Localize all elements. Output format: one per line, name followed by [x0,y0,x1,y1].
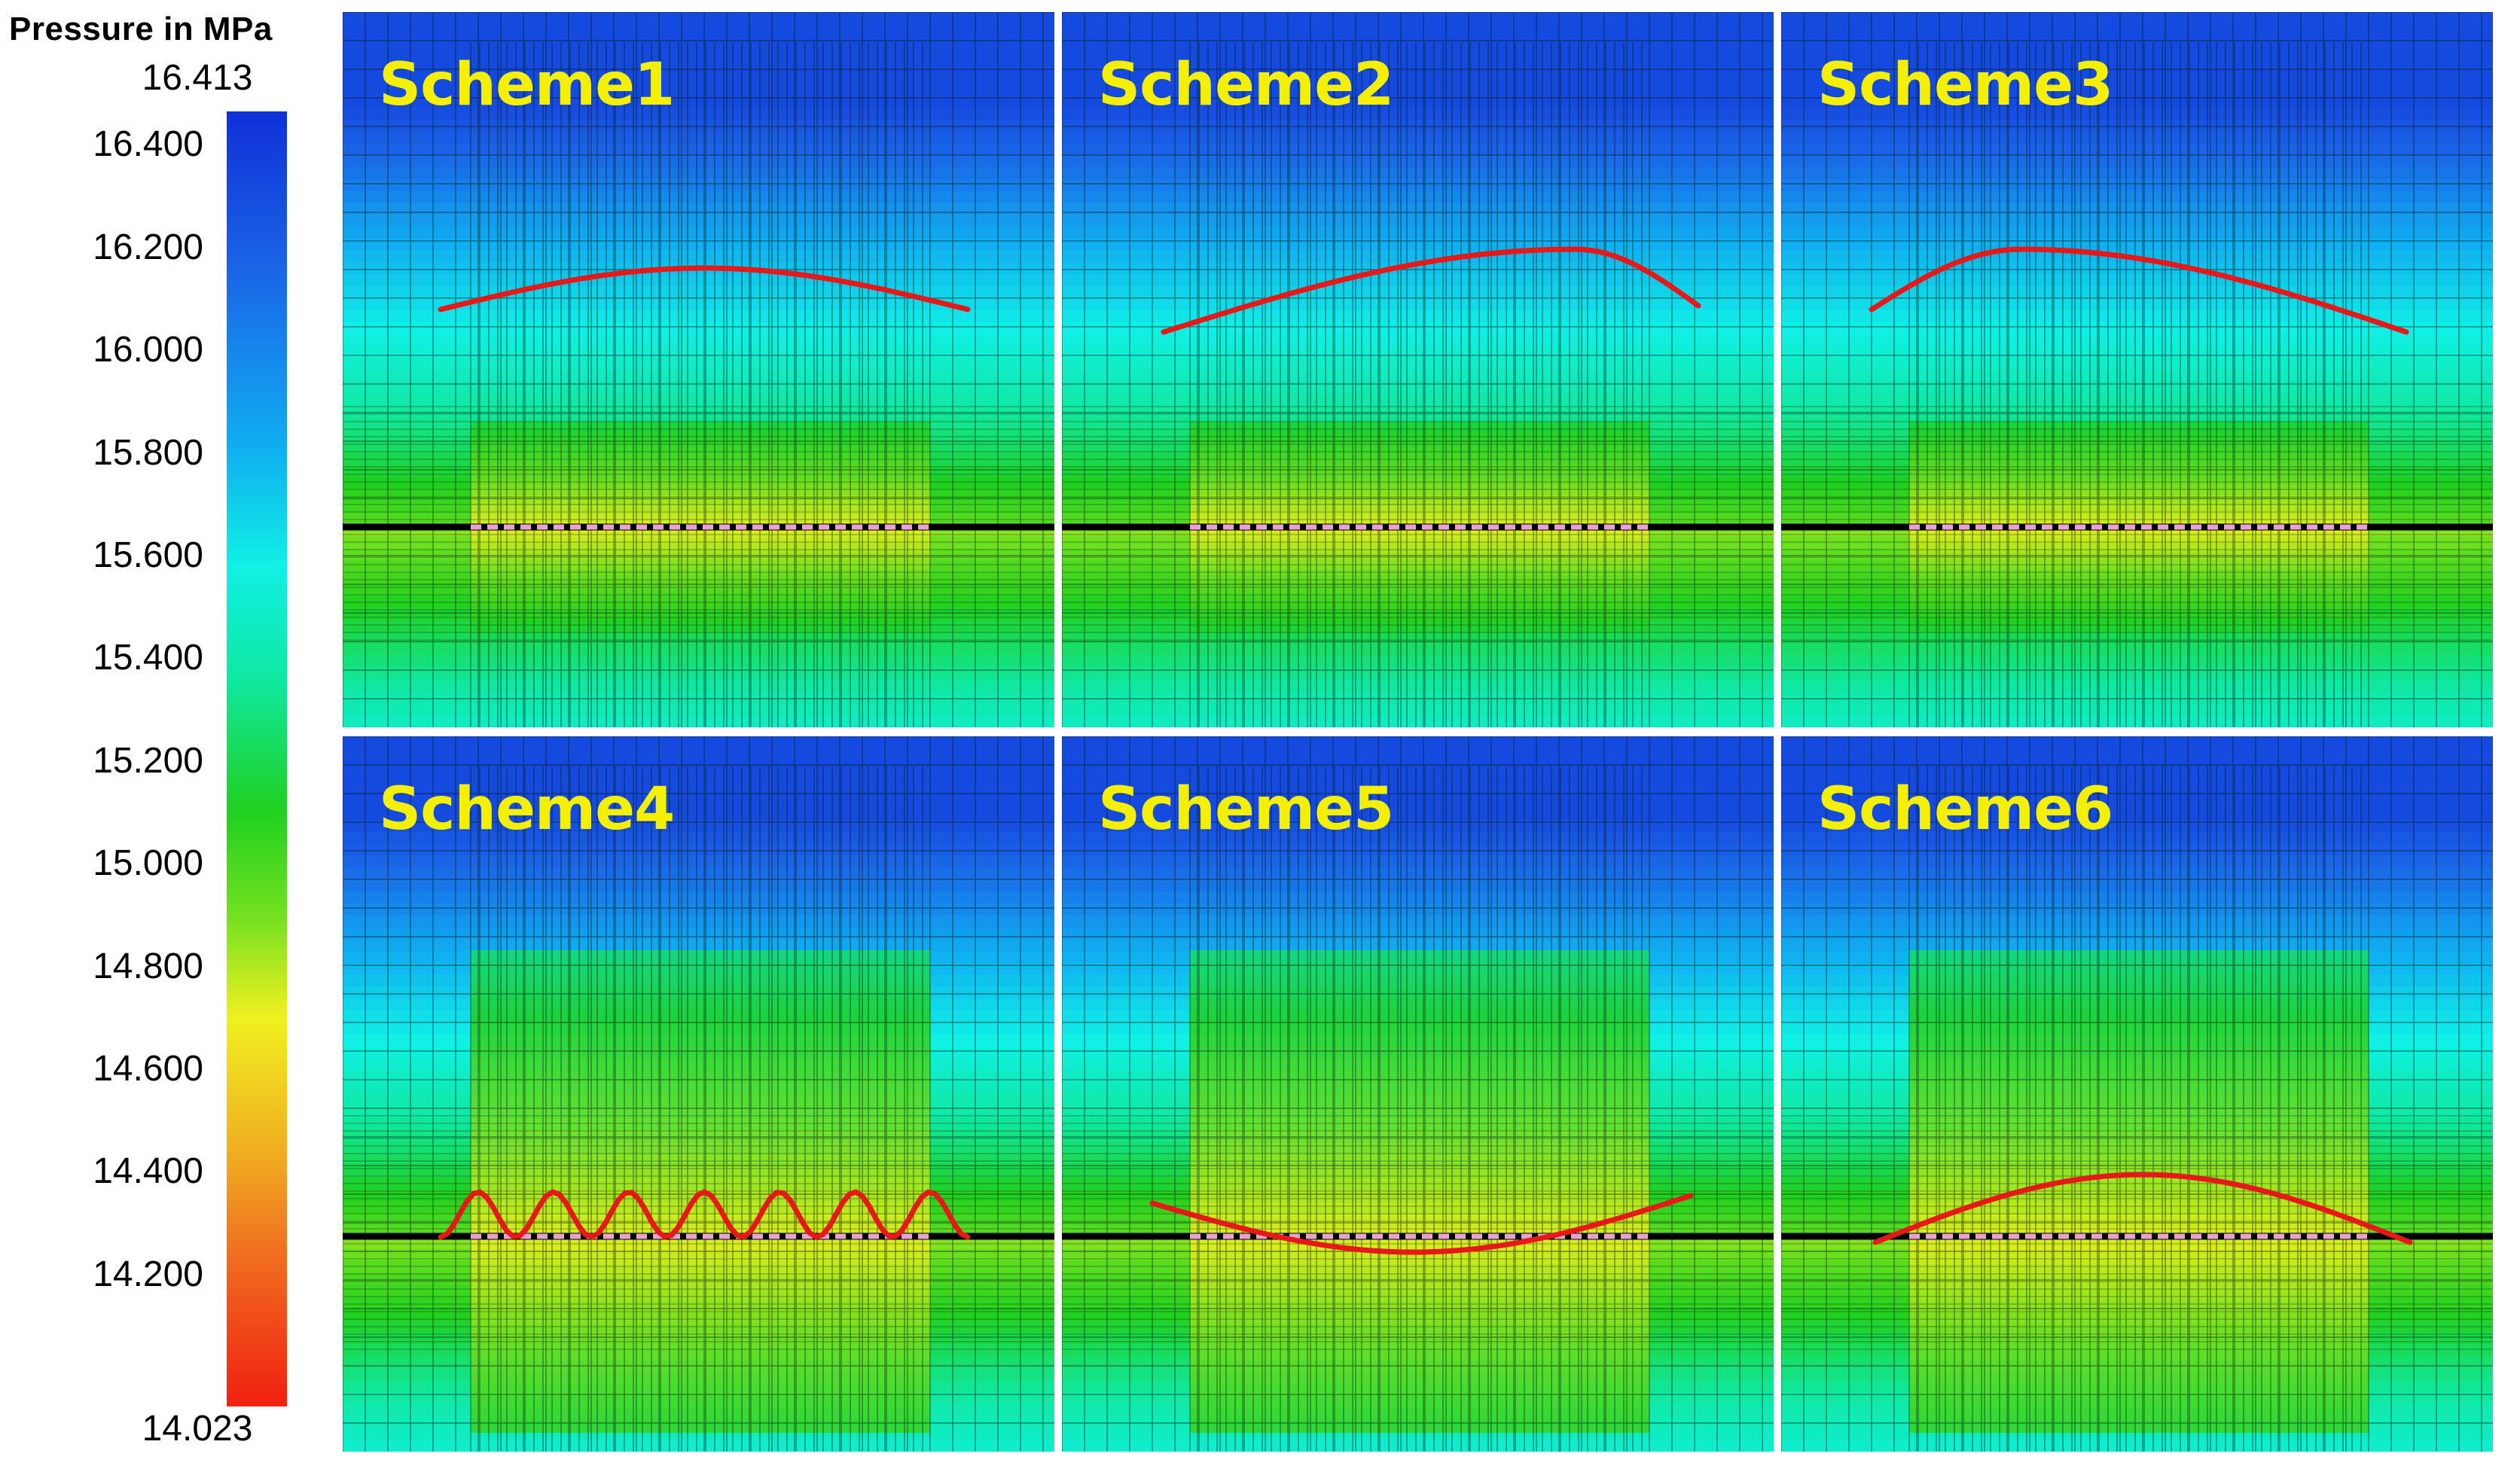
scheme-label: Scheme2 [1098,51,1394,119]
scheme-label: Scheme6 [1817,776,2113,843]
pressure-field-plot [343,736,1054,1452]
scheme-label: Scheme1 [379,51,675,119]
colorbar-tick: 14.800 [93,946,203,986]
scheme-panel-4: Scheme4 [343,736,1054,1452]
scheme-profile-curve [1872,1172,2413,1245]
legend-title: Pressure in MPa [9,11,273,47]
stimulated-region [1909,950,2369,1433]
pressure-field-plot [1062,736,1774,1452]
pressure-field-plot [1781,12,2493,727]
pressure-field-plot [1062,12,1774,727]
colorbar-tick: 15.600 [93,535,203,575]
colorbar-tick: 14.400 [93,1151,203,1191]
scheme-profile-curve [1149,1193,1694,1255]
colorbar-tick: 16.000 [93,330,203,370]
colorbar-tick: 14.200 [93,1254,203,1294]
scheme-panel-6: Scheme6 [1781,736,2493,1452]
scheme-panel-5: Scheme5 [1062,736,1774,1452]
scheme-panel-2: Scheme2 [1062,12,1774,727]
colorbar-tick: 15.000 [93,843,203,883]
pressure-colorbar [227,111,287,1406]
pressure-field-plot [1781,736,2493,1452]
scheme-profile-curve [438,1189,971,1240]
scheme-profile-curve [1869,246,2409,335]
colorbar-tick: 15.200 [93,741,203,781]
stimulated-region [1909,422,2369,633]
colorbar-tick: 15.800 [93,433,203,473]
stimulated-region [1190,422,1649,633]
scheme-panel-3: Scheme3 [1781,12,2493,727]
legend-min-value: 14.023 [142,1409,253,1449]
colorbar-tick: 15.400 [93,638,203,678]
stimulated-region [471,950,930,1433]
pressure-field-plot [343,12,1054,727]
colorbar-tick: 14.600 [93,1049,203,1089]
scheme-label: Scheme5 [1098,776,1394,843]
scheme-profile-curve [1161,246,1701,335]
stimulated-region [1190,950,1649,1433]
colorbar-tick: 16.400 [93,124,203,164]
scheme-profile-curve [438,265,971,312]
scheme-label: Scheme4 [379,776,675,843]
scheme-panel-1: Scheme1 [343,12,1054,727]
scheme-label: Scheme3 [1817,51,2113,119]
colorbar-tick: 16.200 [93,227,203,267]
legend-max-value: 16.413 [142,58,253,98]
